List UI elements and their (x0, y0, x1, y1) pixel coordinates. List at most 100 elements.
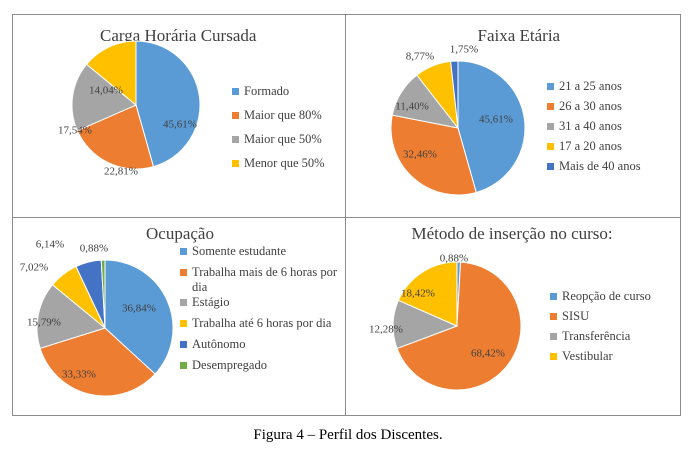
panel-divider-horizontal (13, 217, 680, 218)
pie-slice (104, 259, 174, 375)
slice-label: 1,75% (450, 44, 478, 56)
legend-item: 31 a 40 anos (547, 119, 667, 139)
legend-label: Maior que 80% (244, 108, 322, 122)
legend-item: 21 a 25 anos (547, 79, 667, 99)
pie-slice (71, 63, 137, 132)
legend-label: SISU (562, 309, 590, 323)
slice-label: 11,40% (395, 101, 429, 113)
legend-item: Trabalha mais de 6 horas por dia (180, 265, 340, 295)
legend-item: 17 a 20 anos (547, 139, 667, 159)
pie-slice (457, 60, 526, 194)
legend-swatch (550, 293, 557, 300)
legend-swatch (547, 123, 554, 130)
pie-chart: 36,84% 33,33% 15,79% 7,02% 6,14% 0,88% (20, 239, 174, 397)
chart-panel: Faixa Etária 45,61% 32,46% 11,40% 8,77% 1,75%… (344, 14, 681, 216)
legend-item: Vestibular (550, 349, 670, 369)
pie-slice (100, 259, 106, 329)
legend-label: Autônomo (192, 337, 246, 351)
legend-item: Mais de 40 anos (547, 159, 667, 179)
pie-chart: 45,61% 32,46% 11,40% 8,77% 1,75% (390, 44, 526, 196)
slice-label: 15,79% (27, 317, 61, 329)
slice-label: 68,42% (471, 348, 505, 360)
legend-item: Estágio (180, 295, 340, 316)
chart-title: Ocupação (146, 224, 214, 243)
slice-label: 14,04% (89, 85, 123, 97)
chart-panel: Carga Horária Cursada 45,61% 22,81% 17,54% 1… (12, 14, 344, 216)
legend-swatch (180, 299, 187, 306)
legend-label: 31 a 40 anos (559, 119, 622, 133)
legend-swatch (547, 143, 554, 150)
legend-item: Trabalha até 6 horas por dia (180, 316, 340, 337)
legend-swatch (232, 112, 239, 119)
legend-label: Formado (244, 84, 290, 98)
legend-swatch (232, 136, 239, 143)
legend-item: Somente estudante (180, 244, 340, 265)
slice-label: 32,46% (403, 149, 437, 161)
legend-swatch (180, 341, 187, 348)
legend-swatch (547, 103, 554, 110)
legend-item: Menor que 50% (232, 156, 342, 180)
legend-swatch (547, 83, 554, 90)
legend-label: 26 a 30 anos (559, 99, 622, 113)
legend-swatch (180, 248, 187, 255)
slice-label: 8,77% (406, 51, 434, 63)
legend-item: Maior que 80% (232, 108, 342, 132)
chart-title: Faixa Etária (477, 26, 561, 45)
legend-swatch (547, 163, 554, 170)
legend-label: Mais de 40 anos (559, 159, 641, 173)
legend-swatch (232, 160, 239, 167)
chart-panel: Método de inserção no curso: 0,88% 68,42% 1… (344, 216, 681, 416)
slice-label: 0,88% (440, 253, 468, 265)
slice-label: 0,88% (80, 243, 108, 255)
legend-label: 21 a 25 anos (559, 79, 622, 93)
pie-slice (85, 40, 137, 107)
legend-label: 17 a 20 anos (559, 139, 622, 153)
legend-swatch (180, 320, 187, 327)
legend-item: Desempregado (180, 358, 340, 379)
legend-swatch (550, 333, 557, 340)
slice-label: 33,33% (62, 369, 96, 381)
legend-item: 26 a 30 anos (547, 99, 667, 119)
pie-slice (397, 261, 458, 327)
legend-item: Transferência (550, 329, 670, 349)
legend-label: Transferência (562, 329, 631, 343)
slice-label: 12,28% (369, 324, 403, 336)
legend-label: Menor que 50% (244, 156, 325, 170)
pie-slice (390, 114, 477, 196)
legend-label: Vestibular (562, 349, 613, 363)
pie-slice (450, 60, 459, 129)
pie-slice (76, 104, 155, 170)
chart-legend: Reopção de curso SISU Transferência Vestibu… (550, 289, 670, 369)
legend-label: Maior que 50% (244, 132, 322, 146)
legend-label: Estágio (192, 295, 230, 309)
legend-swatch (550, 353, 557, 360)
chart-legend: 21 a 25 anos 26 a 30 anos 31 a 40 anos 17 a… (547, 79, 667, 179)
chart-panel: Ocupação 36,84% 33,33% 15,79% 7,02% 6,14% 0,88… (12, 216, 344, 416)
chart-title: Método de inserção no curso: (411, 224, 613, 243)
legend-swatch (180, 269, 187, 276)
chart-title: Carga Horária Cursada (100, 26, 257, 45)
slice-label: 45,61% (479, 114, 513, 126)
slice-label: 7,02% (20, 262, 48, 274)
legend-item: Autônomo (180, 337, 340, 358)
chart-legend: Somente estudante Trabalha mais de 6 hora… (180, 244, 340, 379)
legend-label: Trabalha até 6 horas por dia (192, 316, 332, 330)
pie-slice (36, 284, 107, 349)
slice-label: 6,14% (36, 239, 64, 251)
legend-swatch (550, 313, 557, 320)
slice-label: 22,81% (104, 166, 138, 178)
legend-item: Formado (232, 84, 342, 108)
legend-swatch (180, 362, 187, 369)
slice-label: 18,42% (401, 288, 435, 300)
pie-slice (39, 327, 156, 397)
pie-slice (396, 261, 522, 391)
figure-caption: Figura 4 – Perfil dos Discentes. (253, 427, 443, 443)
legend-label: Trabalha mais de 6 horas por dia (192, 265, 337, 294)
legend-label: Reopção de curso (562, 289, 651, 303)
chart-legend: Formado Maior que 80% Maior que 50% Menor q… (232, 84, 342, 180)
legend-item: Reopção de curso (550, 289, 670, 309)
slice-label: 45,61% (163, 119, 197, 131)
legend-item: SISU (550, 309, 670, 329)
slice-label: 36,84% (122, 303, 156, 315)
legend-label: Desempregado (192, 358, 267, 372)
